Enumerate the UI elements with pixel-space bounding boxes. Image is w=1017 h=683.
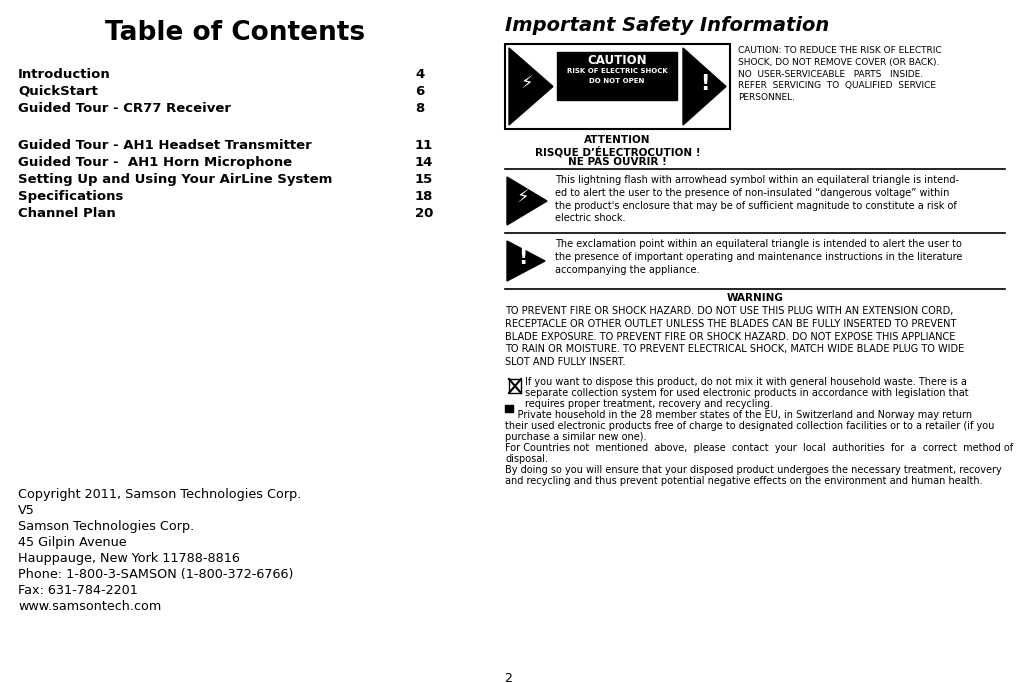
Text: disposal.: disposal.	[505, 454, 548, 464]
Text: their used electronic products free of charge to designated collection facilitie: their used electronic products free of c…	[505, 421, 995, 431]
Text: DO NOT OPEN: DO NOT OPEN	[589, 78, 645, 84]
Text: Table of Contents: Table of Contents	[106, 20, 365, 46]
Text: Important Safety Information: Important Safety Information	[505, 16, 829, 35]
Text: Samson Technologies Corp.: Samson Technologies Corp.	[18, 520, 194, 533]
Text: TO PREVENT FIRE OR SHOCK HAZARD. DO NOT USE THIS PLUG WITH AN EXTENSION CORD,
RE: TO PREVENT FIRE OR SHOCK HAZARD. DO NOT …	[505, 306, 964, 367]
Text: Introduction: Introduction	[18, 68, 111, 81]
Text: Private household in the 28 member states of the EU, in Switzerland and Norway m: Private household in the 28 member state…	[505, 410, 972, 420]
Text: !: !	[519, 248, 528, 268]
Text: Channel Plan: Channel Plan	[18, 207, 116, 220]
Text: 6: 6	[415, 85, 424, 98]
Text: QuickStart: QuickStart	[18, 85, 98, 98]
Text: NE PAS OUVRIR !: NE PAS OUVRIR !	[569, 157, 667, 167]
Text: 2: 2	[504, 672, 513, 683]
Text: !: !	[701, 74, 710, 94]
Text: 8: 8	[415, 102, 424, 115]
Text: 45 Gilpin Avenue: 45 Gilpin Avenue	[18, 536, 127, 549]
Text: 4: 4	[415, 68, 424, 81]
Polygon shape	[507, 177, 547, 225]
Text: CAUTION: TO REDUCE THE RISK OF ELECTRIC
SHOCK, DO NOT REMOVE COVER (OR BACK).
NO: CAUTION: TO REDUCE THE RISK OF ELECTRIC …	[738, 46, 942, 102]
Text: 20: 20	[415, 207, 433, 220]
Text: Specifications: Specifications	[18, 190, 123, 203]
Text: www.samsontech.com: www.samsontech.com	[18, 600, 162, 613]
Text: Setting Up and Using Your AirLine System: Setting Up and Using Your AirLine System	[18, 173, 333, 186]
Text: and recycling and thus prevent potential negative effects on the environment and: and recycling and thus prevent potential…	[505, 476, 982, 486]
Polygon shape	[683, 48, 726, 125]
Text: ATTENTION: ATTENTION	[584, 135, 651, 145]
Text: If you want to dispose this product, do not mix it with general household waste.: If you want to dispose this product, do …	[525, 377, 967, 387]
Polygon shape	[507, 241, 545, 281]
Text: 14: 14	[415, 156, 433, 169]
Text: CAUTION: CAUTION	[587, 54, 647, 67]
Bar	[557, 52, 677, 100]
Text: V5: V5	[18, 504, 35, 517]
Text: By doing so you will ensure that your disposed product undergoes the necessary t: By doing so you will ensure that your di…	[505, 465, 1002, 475]
Text: Guided Tour - AH1 Headset Transmitter: Guided Tour - AH1 Headset Transmitter	[18, 139, 312, 152]
Text: For Countries not  mentioned  above,  please  contact  your  local  authorities : For Countries not mentioned above, pleas…	[505, 443, 1013, 453]
Text: Guided Tour -  AH1 Horn Microphone: Guided Tour - AH1 Horn Microphone	[18, 156, 292, 169]
Text: ⚡: ⚡	[521, 74, 533, 92]
Text: separate collection system for used electronic products in accordance with legis: separate collection system for used elec…	[525, 388, 968, 398]
Text: purchase a similar new one).: purchase a similar new one).	[505, 432, 647, 442]
Text: requires proper treatment, recovery and recycling.: requires proper treatment, recovery and …	[525, 399, 773, 409]
Text: Guided Tour - CR77 Receiver: Guided Tour - CR77 Receiver	[18, 102, 231, 115]
Text: WARNING: WARNING	[726, 293, 783, 303]
Text: RISQUE D’ÉLECTROCUTION !: RISQUE D’ÉLECTROCUTION !	[535, 146, 701, 158]
Text: The exclamation point within an equilateral triangle is intended to alert the us: The exclamation point within an equilate…	[555, 239, 962, 275]
Text: 15: 15	[415, 173, 433, 186]
Text: This lightning flash with arrowhead symbol within an equilateral triangle is int: This lightning flash with arrowhead symb…	[555, 175, 959, 223]
Text: Phone: 1-800-3-SAMSON (1-800-372-6766): Phone: 1-800-3-SAMSON (1-800-372-6766)	[18, 568, 293, 581]
Text: 11: 11	[415, 139, 433, 152]
Text: Copyright 2011, Samson Technologies Corp.: Copyright 2011, Samson Technologies Corp…	[18, 488, 301, 501]
Text: Fax: 631-784-2201: Fax: 631-784-2201	[18, 584, 138, 597]
Text: ⚡: ⚡	[517, 189, 529, 207]
Bar	[505, 405, 513, 412]
Polygon shape	[508, 48, 553, 125]
Text: Hauppauge, New York 11788-8816: Hauppauge, New York 11788-8816	[18, 552, 240, 565]
Bar	[505, 44, 730, 129]
Text: RISK OF ELECTRIC SHOCK: RISK OF ELECTRIC SHOCK	[566, 68, 667, 74]
Text: 18: 18	[415, 190, 433, 203]
